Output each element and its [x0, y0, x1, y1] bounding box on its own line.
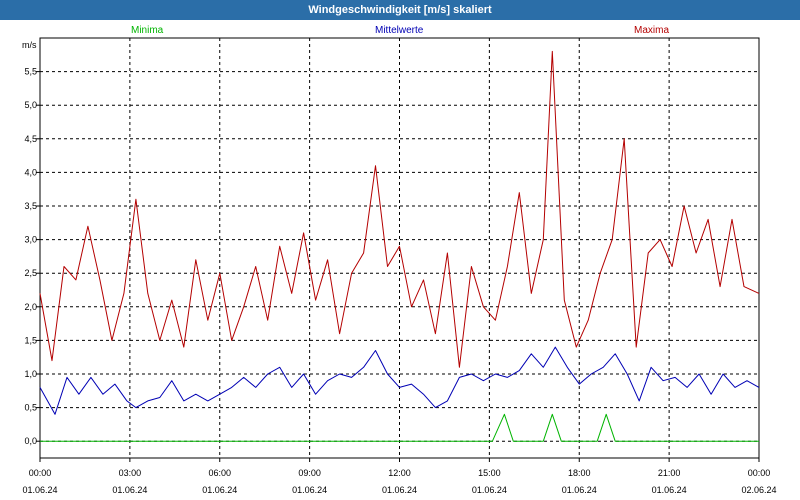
y-axis-unit-label: m/s	[22, 40, 37, 50]
y-tick-label: 1,0	[24, 369, 37, 379]
legend-mittelwerte: Mittelwerte	[375, 25, 424, 36]
series-line-mittelwerte	[39, 346, 760, 415]
legend-maxima: Maxima	[634, 25, 670, 36]
y-tick-label: 2,5	[24, 268, 37, 278]
x-tick-time-label: 15:00	[478, 468, 501, 478]
y-tick-label: 4,5	[24, 134, 37, 144]
x-tick-date-label: 01.06.24	[292, 485, 327, 495]
x-tick-time-label: 06:00	[208, 468, 231, 478]
x-tick-date-label: 01.06.24	[562, 485, 597, 495]
y-tick-label: 3,5	[24, 201, 37, 211]
y-tick-label: 0,5	[24, 403, 37, 413]
x-tick-date-label: 02.06.24	[741, 485, 776, 495]
y-tick-label: 2,0	[24, 302, 37, 312]
x-tick-time-label: 12:00	[388, 468, 411, 478]
x-tick-time-label: 21:00	[658, 468, 681, 478]
series-line-minima	[40, 413, 759, 442]
x-tick-date-label: 01.06.24	[202, 485, 237, 495]
y-tick-label: 0,0	[24, 436, 37, 446]
x-tick-date-label: 01.06.24	[382, 485, 417, 495]
x-tick-time-label: 03:00	[119, 468, 142, 478]
y-tick-label: 5,5	[24, 67, 37, 77]
x-tick-date-label: 01.06.24	[472, 485, 507, 495]
x-tick-time-label: 09:00	[298, 468, 321, 478]
series-line-maxima	[39, 50, 760, 368]
x-tick-time-label: 00:00	[29, 468, 52, 478]
x-tick-time-label: 00:00	[748, 468, 771, 478]
legend-minima: Minima	[131, 25, 164, 36]
y-tick-label: 3,0	[24, 235, 37, 245]
x-tick-time-label: 18:00	[568, 468, 591, 478]
x-tick-date-label: 01.06.24	[652, 485, 687, 495]
y-tick-label: 4,0	[24, 167, 37, 177]
y-tick-label: 1,5	[24, 335, 37, 345]
y-tick-label: 5,0	[24, 100, 37, 110]
x-tick-date-label: 01.06.24	[22, 485, 57, 495]
chart-title: Windgeschwindigkeit [m/s] skaliert	[0, 0, 800, 20]
x-tick-date-label: 01.06.24	[112, 485, 147, 495]
